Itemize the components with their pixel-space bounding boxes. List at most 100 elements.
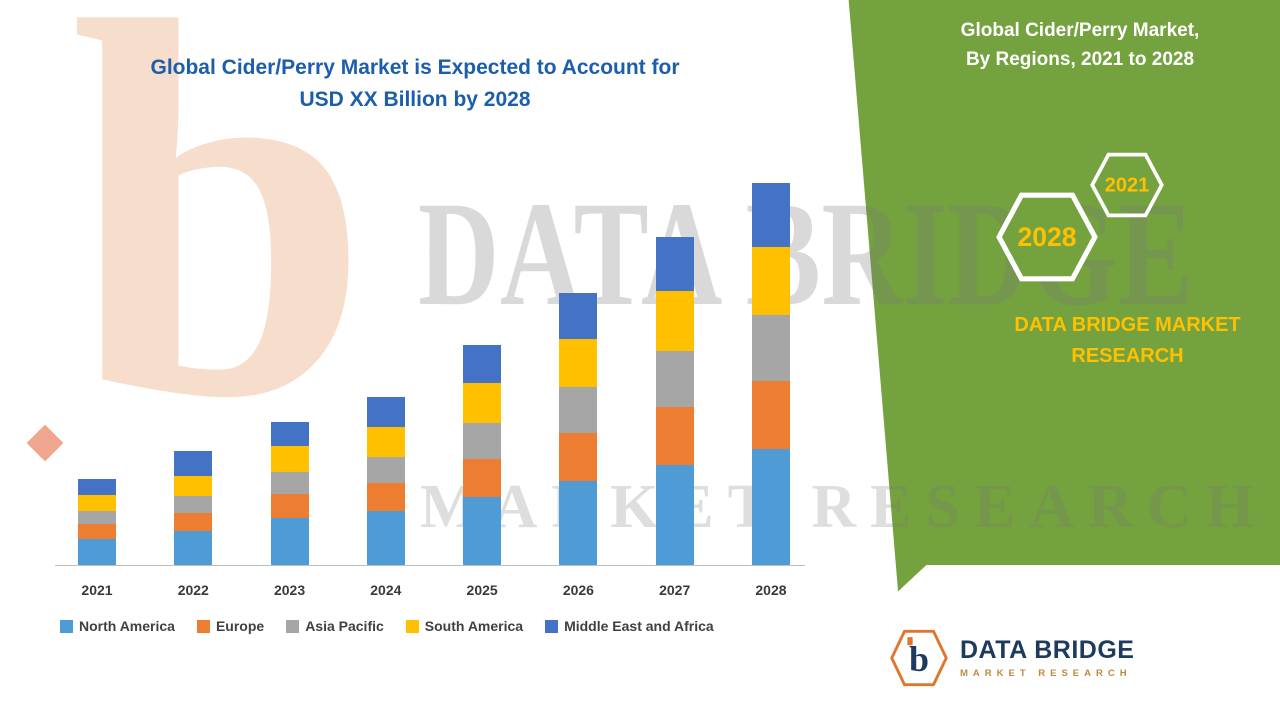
chart-title-line1: Global Cider/Perry Market is Expected to… xyxy=(150,56,680,79)
bar-segment-europe xyxy=(463,459,502,497)
bar-segment-middle-east-and-africa xyxy=(655,237,694,291)
bar-segment-middle-east-and-africa xyxy=(174,451,213,476)
bar-segment-north-america xyxy=(366,511,405,565)
bar-segment-middle-east-and-africa xyxy=(751,183,790,247)
hexagon-outline-icon xyxy=(996,192,1098,282)
bar-segment-europe xyxy=(174,512,213,531)
legend-swatch-middle-east-and-africa xyxy=(545,619,559,633)
legend-label-north-america: North America xyxy=(79,618,175,634)
bar-segment-middle-east-and-africa xyxy=(78,479,116,496)
legend-item-asia-pacific: Asia Pacific xyxy=(286,618,384,634)
legend-swatch-south-america xyxy=(405,619,419,633)
bar-segment-south-america xyxy=(751,247,790,315)
hexagon-badge-2028: 2028 xyxy=(996,192,1098,282)
chart-title-line2: USD XX Billion by 2028 xyxy=(299,87,531,111)
x-axis-label-2025: 2025 xyxy=(466,582,498,598)
bar-segment-south-america xyxy=(78,495,116,512)
bar-column-2024: 2024 xyxy=(366,397,405,598)
bar-segment-north-america xyxy=(174,531,213,565)
bar-segment-south-america xyxy=(559,339,598,387)
x-axis-label-2023: 2023 xyxy=(273,582,306,598)
bar-column-2028: 2028 xyxy=(751,183,790,598)
bar-column-2027: 2027 xyxy=(655,237,694,598)
x-axis-label-2026: 2026 xyxy=(562,582,594,598)
bar-segment-asia-pacific xyxy=(270,471,309,494)
bar-segment-europe xyxy=(559,433,598,481)
bar-segment-south-america xyxy=(655,291,694,351)
bar-segment-north-america xyxy=(78,539,116,565)
bar-segment-middle-east-and-africa xyxy=(366,397,405,427)
bar-segment-europe xyxy=(270,493,309,518)
bar-segment-asia-pacific xyxy=(559,387,598,433)
legend-item-europe: Europe xyxy=(196,618,265,634)
bar-segment-north-america xyxy=(270,517,309,565)
brand-text-line2: RESEARCH xyxy=(1071,345,1184,367)
legend-item-middle-east-and-africa: Middle East and Africa xyxy=(545,618,714,634)
bar-segment-south-america xyxy=(366,427,405,457)
company-name: DATA BRIDGE xyxy=(960,635,1135,664)
bar-segment-asia-pacific xyxy=(463,423,502,459)
legend-label-asia-pacific: Asia Pacific xyxy=(305,618,384,634)
legend-item-south-america: South America xyxy=(405,618,524,634)
hexagon-outline-icon xyxy=(1090,152,1164,218)
x-axis-label-2022: 2022 xyxy=(177,582,209,598)
panel-title-line1: Global Cider/Perry Market, xyxy=(960,20,1200,41)
bar-column-2021: 2021 xyxy=(78,479,116,598)
legend-label-middle-east-and-africa: Middle East and Africa xyxy=(564,618,714,634)
brand-text-line1: DATA BRIDGE MARKET xyxy=(1014,314,1241,336)
x-axis-label-2021: 2021 xyxy=(81,582,113,598)
bar-column-2026: 2026 xyxy=(559,293,598,598)
legend-item-north-america: North America xyxy=(60,618,175,634)
bar-segment-europe xyxy=(655,407,694,465)
logo-hexagon-outline-icon xyxy=(890,629,948,687)
bar-segment-middle-east-and-africa xyxy=(559,293,598,339)
logo-letter-b: b xyxy=(909,639,929,679)
legend-swatch-europe xyxy=(196,619,210,633)
watermark-logo-b-icon: b xyxy=(70,0,371,509)
x-axis-label-2027: 2027 xyxy=(659,582,691,598)
company-logo-text: DATA BRIDGE MARKET RESEARCH xyxy=(960,635,1135,680)
bar-segment-north-america xyxy=(655,465,694,565)
bar-segment-asia-pacific xyxy=(366,457,405,483)
bar-column-2023: 2023 xyxy=(270,421,309,598)
x-axis-label-2024: 2024 xyxy=(370,582,402,598)
bar-column-2022: 2022 xyxy=(174,451,213,598)
legend-swatch-asia-pacific xyxy=(286,619,300,633)
company-logo-hexagon-icon: b xyxy=(890,629,948,687)
bar-column-2025: 2025 xyxy=(463,345,502,598)
bar-segment-south-america xyxy=(174,475,213,496)
bar-segment-middle-east-and-africa xyxy=(270,421,309,446)
panel-title-line2: By Regions, 2021 to 2028 xyxy=(965,49,1195,71)
x-axis-line xyxy=(55,565,805,566)
bar-segment-europe xyxy=(751,381,790,449)
legend-swatch-north-america xyxy=(60,619,73,633)
hexagon-badge-2021: 2021 xyxy=(1090,152,1164,218)
watermark-text-line2: MARKET RESEARCH xyxy=(420,473,1268,541)
bar-segment-south-america xyxy=(270,445,309,472)
bar-segment-north-america xyxy=(463,497,502,565)
hexagon-2028-label: 2028 xyxy=(1018,222,1077,252)
bar-segment-south-america xyxy=(463,383,502,423)
logo-accent-icon xyxy=(907,637,913,646)
bar-segment-middle-east-and-africa xyxy=(463,345,502,383)
bar-segment-asia-pacific xyxy=(174,495,213,513)
bar-segment-north-america xyxy=(559,481,598,565)
watermark-accent-diamond xyxy=(26,424,64,462)
bar-segment-asia-pacific xyxy=(751,315,790,381)
legend-label-europe: Europe xyxy=(215,618,265,634)
bar-segment-north-america xyxy=(751,449,790,565)
logo-wedge: b DATA BRIDGE MARKET RESEARCH xyxy=(760,565,1280,720)
legend: North America Europe Asia Pacific South Ame… xyxy=(60,618,714,634)
brand-text: DATA BRIDGE MARKET RESEARCH xyxy=(990,310,1265,372)
company-subtitle: MARKET RESEARCH xyxy=(960,668,1132,680)
chart-bars: 2021 2022 2023 2024 2025 2026 2027 2028 xyxy=(78,175,790,598)
bar-segment-asia-pacific xyxy=(78,511,116,525)
legend-label-south-america: South America xyxy=(424,618,524,634)
bar-segment-europe xyxy=(78,524,116,539)
panel-title: Global Cider/Perry Market, By Regions, 2… xyxy=(915,16,1245,75)
bar-segment-asia-pacific xyxy=(655,351,694,407)
hexagon-2021-label: 2021 xyxy=(1105,175,1149,197)
bar-segment-europe xyxy=(366,483,405,511)
company-logo: b DATA BRIDGE MARKET RESEARCH xyxy=(890,629,1134,687)
